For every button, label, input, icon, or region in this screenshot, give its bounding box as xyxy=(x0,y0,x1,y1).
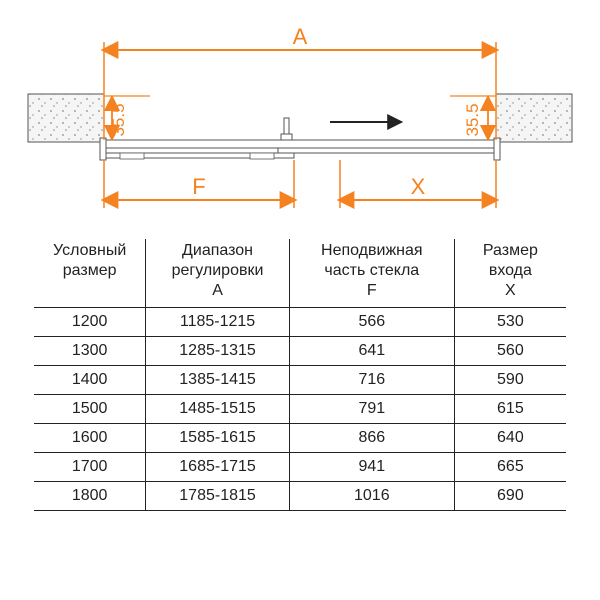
table-cell: 690 xyxy=(454,482,566,511)
table-row: 14001385-1415716590 xyxy=(34,366,566,395)
table-col-header: ДиапазонрегулировкиA xyxy=(146,239,290,308)
table-row: 13001285-1315641560 xyxy=(34,337,566,366)
table-col-header: Неподвижнаячасть стеклаF xyxy=(289,239,454,308)
diagram-svg: A F X 35.5 35.5 xyxy=(0,0,600,235)
dimensions-table: УсловныйразмерДиапазонрегулировкиAНеподв… xyxy=(34,239,566,511)
table-row: 18001785-18151016690 xyxy=(34,482,566,511)
technical-diagram: A F X 35.5 35.5 xyxy=(0,0,600,235)
dim-gap-right: 35.5 xyxy=(463,103,482,136)
table-cell: 1700 xyxy=(34,453,146,482)
table-cell: 1800 xyxy=(34,482,146,511)
table-cell: 1385-1415 xyxy=(146,366,290,395)
table-cell: 941 xyxy=(289,453,454,482)
table-row: 15001485-1515791615 xyxy=(34,395,566,424)
table-cell: 530 xyxy=(454,308,566,337)
table-cell: 1300 xyxy=(34,337,146,366)
table-cell: 566 xyxy=(289,308,454,337)
table-cell: 1400 xyxy=(34,366,146,395)
table-cell: 560 xyxy=(454,337,566,366)
dim-gap-left: 35.5 xyxy=(109,103,128,136)
table-cell: 791 xyxy=(289,395,454,424)
wall-right xyxy=(496,94,572,142)
table-cell: 1500 xyxy=(34,395,146,424)
table-cell: 1585-1615 xyxy=(146,424,290,453)
table-cell: 1485-1515 xyxy=(146,395,290,424)
dim-label-f: F xyxy=(192,174,205,199)
wall-left xyxy=(28,94,104,142)
table-cell: 640 xyxy=(454,424,566,453)
table-row: 12001185-1215566530 xyxy=(34,308,566,337)
dim-label-a: A xyxy=(293,24,308,49)
table-cell: 1200 xyxy=(34,308,146,337)
table-cell: 590 xyxy=(454,366,566,395)
dim-label-x: X xyxy=(411,174,426,199)
table-cell: 641 xyxy=(289,337,454,366)
table-cell: 615 xyxy=(454,395,566,424)
table-cell: 1685-1715 xyxy=(146,453,290,482)
table-row: 16001585-1615866640 xyxy=(34,424,566,453)
table-cell: 1600 xyxy=(34,424,146,453)
table-cell: 716 xyxy=(289,366,454,395)
table-row: 17001685-1715941665 xyxy=(34,453,566,482)
table-cell: 866 xyxy=(289,424,454,453)
table-cell: 1285-1315 xyxy=(146,337,290,366)
table-col-header: РазмервходаX xyxy=(454,239,566,308)
table-cell: 665 xyxy=(454,453,566,482)
table-cell: 1185-1215 xyxy=(146,308,290,337)
table-cell: 1785-1815 xyxy=(146,482,290,511)
dimensions-table-wrapper: УсловныйразмерДиапазонрегулировкиAНеподв… xyxy=(0,235,600,600)
table-col-header: Условныйразмер xyxy=(34,239,146,308)
table-cell: 1016 xyxy=(289,482,454,511)
